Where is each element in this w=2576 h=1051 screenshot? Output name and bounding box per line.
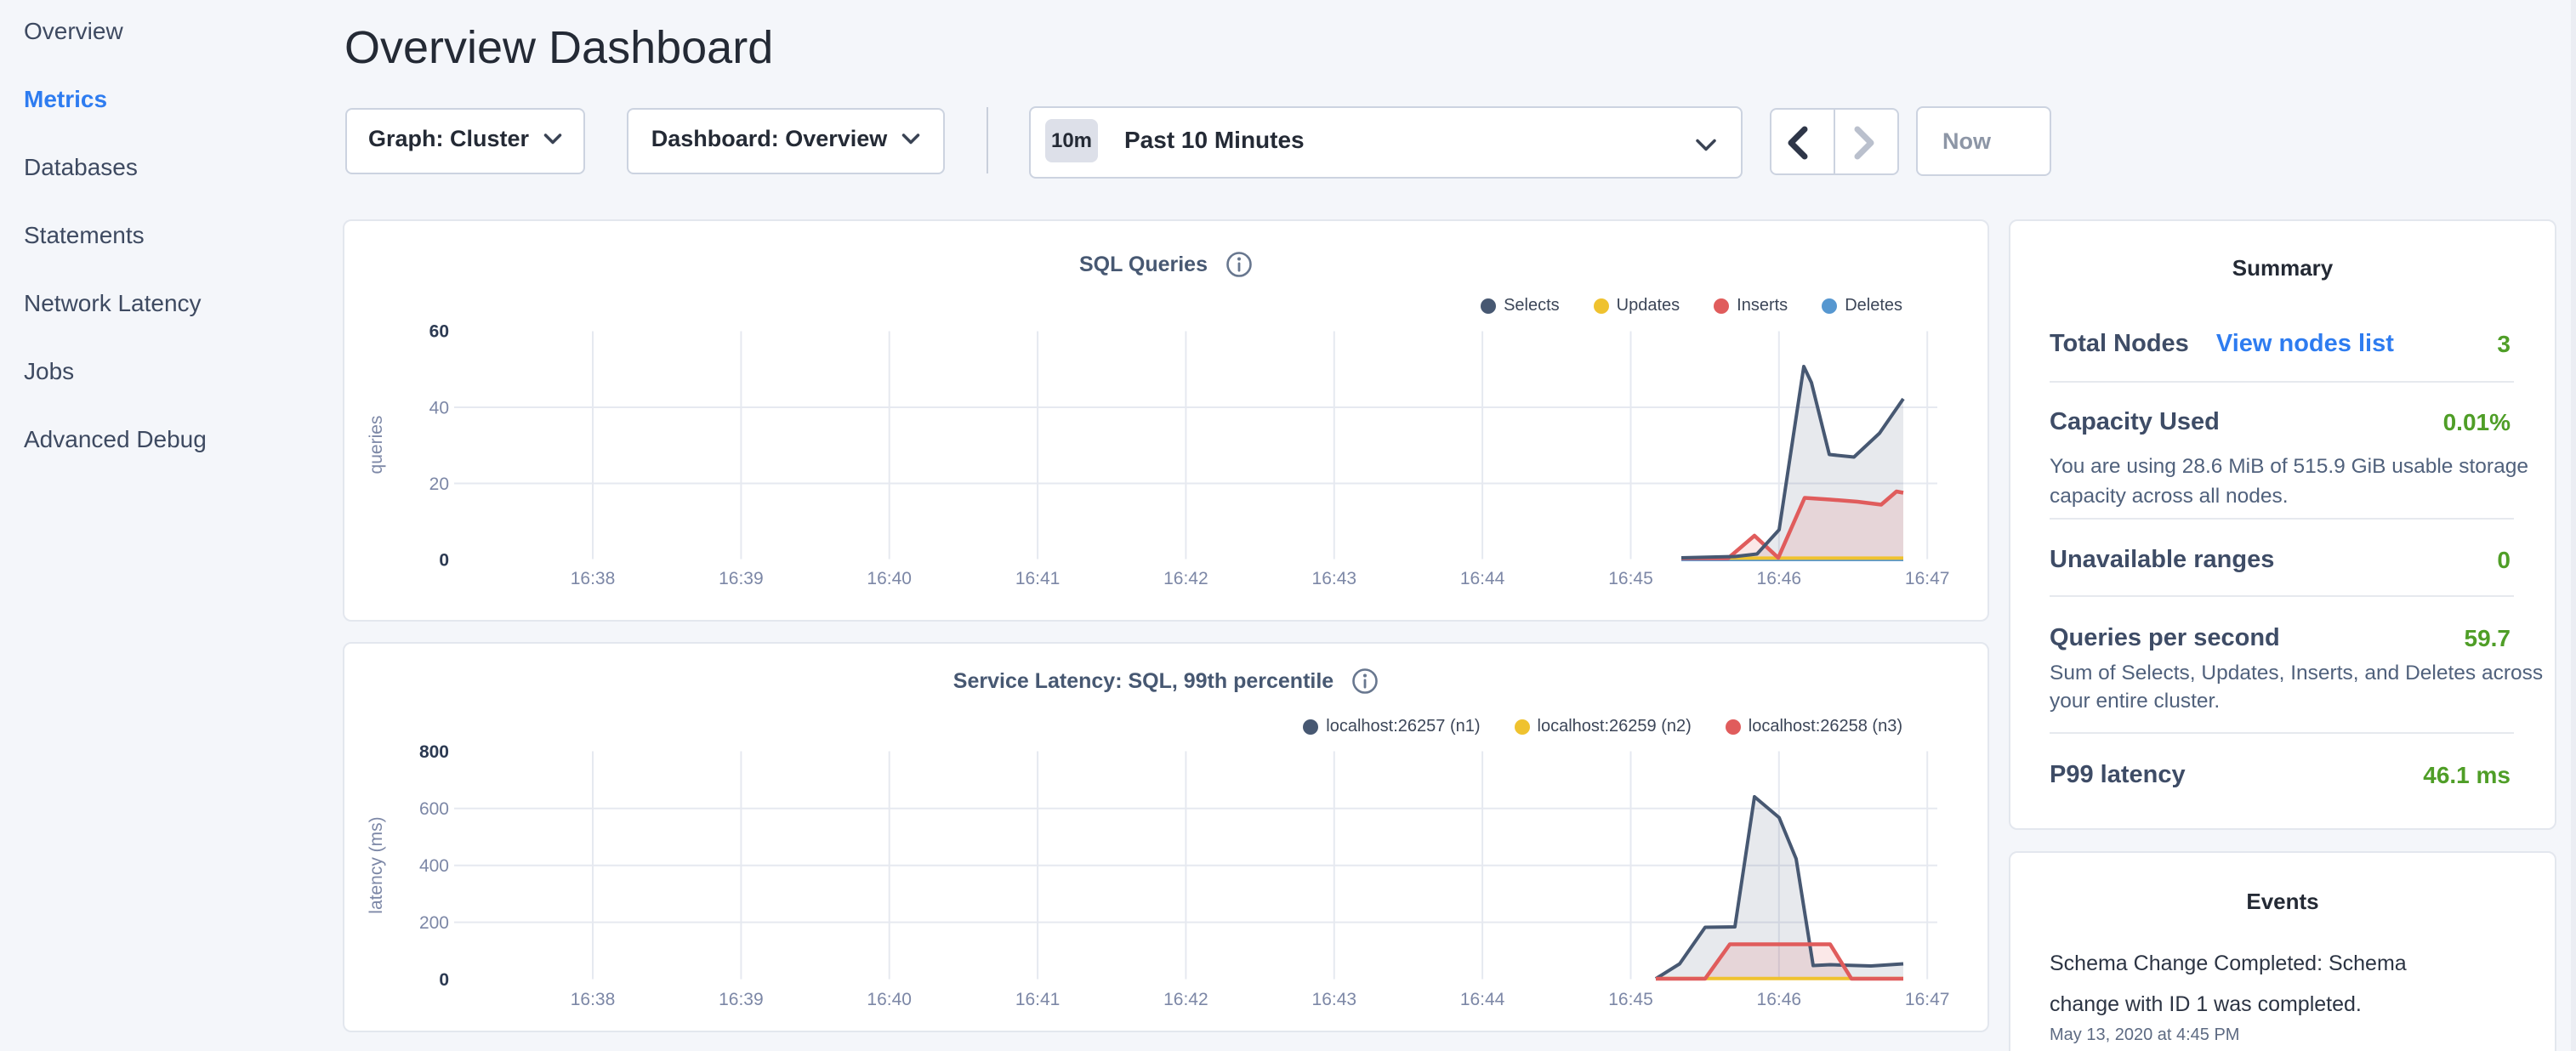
svg-text:queries: queries [367,416,386,474]
svg-text:16:44: 16:44 [1460,990,1505,1009]
svg-text:16:40: 16:40 [867,569,912,588]
svg-text:16:39: 16:39 [719,569,764,588]
svg-text:latency (ms): latency (ms) [367,816,386,913]
svg-text:16:47: 16:47 [1905,569,1950,588]
svg-text:16:41: 16:41 [1015,990,1061,1009]
svg-text:16:43: 16:43 [1312,990,1357,1009]
svg-text:600: 600 [419,799,449,819]
svg-text:40: 40 [429,399,449,418]
svg-text:0: 0 [439,551,449,571]
svg-text:60: 60 [429,322,449,342]
svg-text:16:43: 16:43 [1312,569,1357,588]
svg-text:200: 200 [419,913,449,933]
svg-text:16:45: 16:45 [1608,569,1653,588]
svg-text:16:40: 16:40 [867,990,912,1009]
svg-text:16:38: 16:38 [571,990,616,1009]
svg-text:16:45: 16:45 [1608,990,1653,1009]
svg-text:16:38: 16:38 [571,569,616,588]
svg-text:0: 0 [439,970,449,990]
svg-text:20: 20 [429,474,449,494]
svg-text:16:39: 16:39 [719,990,764,1009]
svg-text:16:44: 16:44 [1460,569,1505,588]
svg-text:16:46: 16:46 [1757,569,1802,588]
svg-text:800: 800 [419,742,449,762]
svg-text:16:42: 16:42 [1163,569,1208,588]
svg-text:16:46: 16:46 [1757,990,1802,1009]
svg-text:16:47: 16:47 [1905,990,1950,1009]
svg-text:400: 400 [419,856,449,876]
svg-text:16:41: 16:41 [1015,569,1061,588]
svg-text:16:42: 16:42 [1163,990,1208,1009]
